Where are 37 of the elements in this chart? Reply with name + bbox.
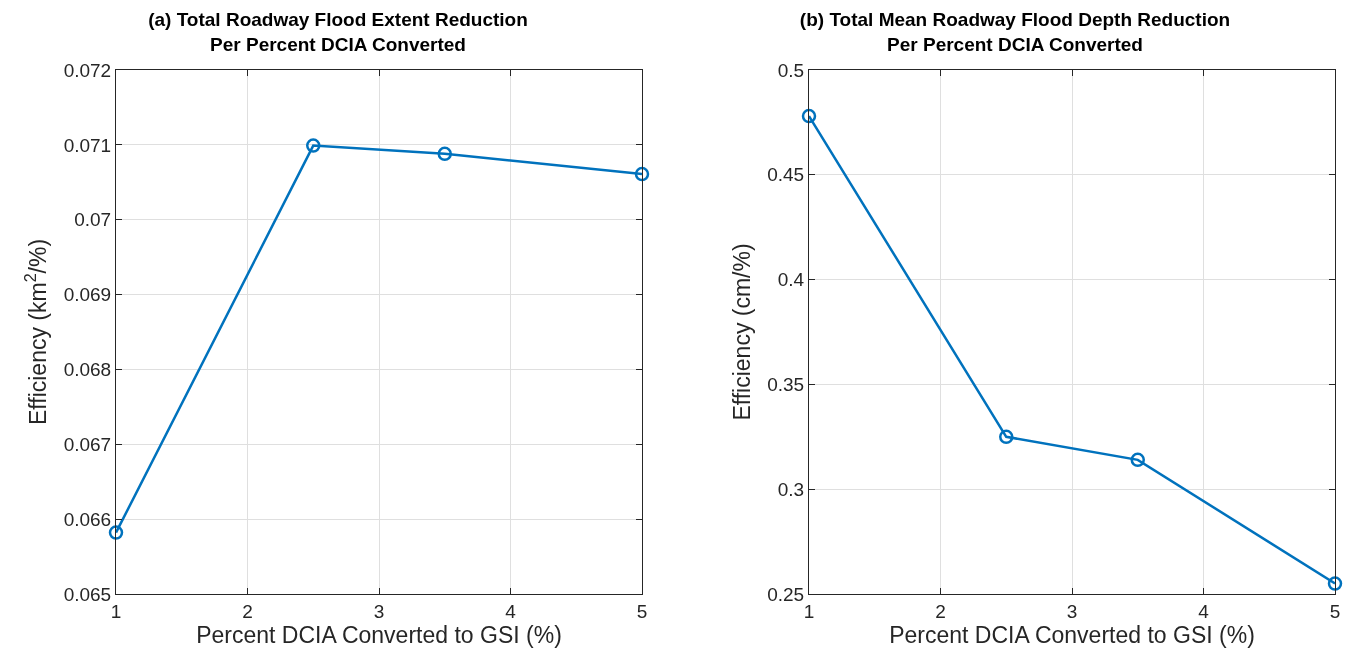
y-tick-label: 0.069 — [63, 284, 112, 306]
x-axis-title: Percent DCIA Converted to GSI (%) — [889, 622, 1255, 648]
point — [634, 166, 650, 182]
y-axis-title: Efficiency (cm/%) — [728, 243, 755, 421]
x-tick-label: 3 — [373, 600, 385, 622]
point — [108, 525, 124, 540]
point — [999, 429, 1014, 445]
x-tick-label: 4 — [505, 600, 517, 622]
y-tick-label: 0.25 — [767, 583, 805, 605]
y-tick-label: 0.5 — [777, 59, 805, 81]
point — [437, 146, 452, 162]
y-tick-label: 0.065 — [63, 583, 112, 605]
point — [306, 138, 321, 153]
y-tick-label: 0.4 — [777, 269, 805, 291]
y-tick-label: 0.067 — [63, 433, 112, 455]
y-tick-label: 0.45 — [767, 164, 805, 186]
y-tick-label: 0.071 — [63, 134, 112, 156]
point — [801, 108, 817, 124]
x-tick-label: 1 — [110, 600, 122, 622]
x-tick-label: 5 — [1329, 600, 1341, 622]
y-tick-label: 0.066 — [63, 508, 112, 530]
point — [1130, 452, 1145, 468]
x-tick-label: 4 — [1198, 600, 1210, 622]
y-tick-label: 0.35 — [767, 374, 805, 396]
chart-title: (a) Total Roadway Flood Extent Reduction Per Percent DCIA Converted — [148, 8, 528, 55]
y-tick-label: 0.07 — [74, 209, 112, 231]
x-tick-label: 2 — [242, 600, 253, 622]
x-tick-label: 3 — [1066, 600, 1078, 622]
y-tick-label: 0.072 — [63, 59, 112, 81]
x-tick-label: 2 — [935, 600, 946, 622]
x-tick-label: 5 — [636, 600, 648, 622]
y-tick-label: 0.068 — [63, 359, 112, 381]
point — [1327, 576, 1343, 591]
y-tick-label: 0.3 — [777, 478, 805, 500]
x-axis-title: Percent DCIA Converted to GSI (%) — [196, 622, 562, 648]
x-tick-label: 1 — [803, 600, 815, 622]
chart-title: (b) Total Mean Roadway Flood Depth Reduction Per Percent DCIA Converted — [799, 8, 1231, 55]
